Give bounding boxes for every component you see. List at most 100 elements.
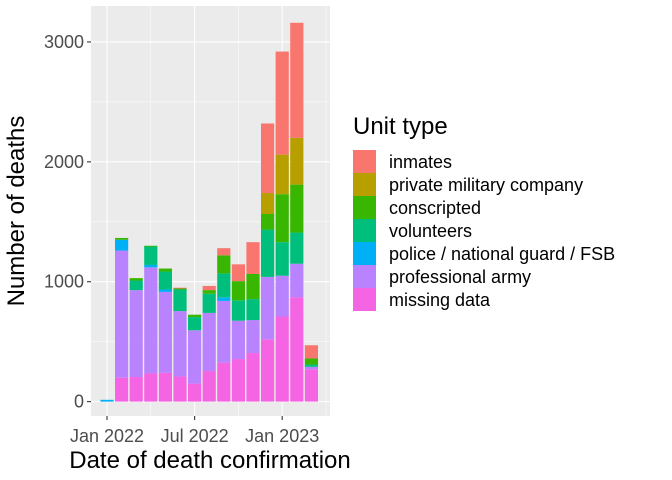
bar-segment bbox=[246, 353, 260, 402]
bar-segment bbox=[275, 194, 289, 243]
y-axis: 0 1000 2000 3000 bbox=[44, 32, 91, 412]
bar-segment bbox=[188, 317, 202, 331]
bar-segment bbox=[231, 281, 245, 301]
bar-segment bbox=[231, 264, 245, 282]
legend-label: inmates bbox=[389, 152, 452, 172]
bar-segment bbox=[261, 276, 275, 340]
bar-segment bbox=[188, 383, 202, 402]
bar-segment bbox=[261, 339, 275, 402]
bar-segment bbox=[217, 300, 231, 363]
bar-segment bbox=[231, 320, 245, 360]
bar-segment bbox=[129, 290, 143, 378]
bar-segment bbox=[217, 297, 231, 301]
legend-swatch bbox=[353, 150, 376, 173]
legend-swatch bbox=[353, 173, 376, 196]
legend-swatch bbox=[353, 265, 376, 288]
legend-label: police / national guard / FSB bbox=[389, 244, 615, 264]
bars bbox=[100, 22, 318, 402]
bar-segment bbox=[304, 366, 318, 370]
bar-segment bbox=[144, 373, 158, 402]
y-axis-title: Number of deaths bbox=[3, 116, 30, 307]
bar-segment bbox=[202, 290, 216, 294]
legend-label: volunteers bbox=[389, 221, 472, 241]
bar-segment bbox=[158, 291, 172, 373]
bar-segment bbox=[173, 288, 187, 290]
bar-segment bbox=[202, 371, 216, 402]
bar-segment bbox=[115, 377, 129, 402]
bar-segment bbox=[202, 293, 216, 313]
legend: inmates private military company conscript… bbox=[353, 150, 615, 311]
legend-title: Unit type bbox=[353, 113, 448, 140]
bar-segment bbox=[158, 372, 172, 402]
bar-segment bbox=[304, 369, 318, 402]
bar-segment bbox=[304, 345, 318, 359]
x-tick-label: Jul 2022 bbox=[161, 426, 229, 446]
bar-segment bbox=[261, 213, 275, 230]
bar-segment bbox=[173, 289, 187, 312]
bar-segment bbox=[129, 278, 143, 281]
bar-segment bbox=[290, 184, 304, 233]
bar-segment bbox=[188, 314, 202, 318]
bar-segment bbox=[290, 232, 304, 264]
legend-label: private military company bbox=[389, 175, 583, 195]
bar-segment bbox=[202, 285, 216, 291]
bar-segment bbox=[217, 255, 231, 274]
bar-segment bbox=[275, 242, 289, 276]
bar-segment bbox=[275, 51, 289, 155]
bar-segment bbox=[246, 242, 260, 274]
bar-segment bbox=[115, 239, 129, 251]
bar-segment bbox=[217, 248, 231, 256]
bar-segment bbox=[304, 364, 318, 367]
bar-segment bbox=[202, 312, 216, 372]
bar-segment bbox=[173, 287, 187, 289]
bar-segment bbox=[246, 320, 260, 354]
legend-label: conscripted bbox=[389, 198, 481, 218]
bar-segment bbox=[129, 377, 143, 402]
legend-swatch bbox=[353, 219, 376, 242]
bar-segment bbox=[246, 273, 260, 300]
bar-segment bbox=[217, 273, 231, 298]
bar-segment bbox=[275, 275, 289, 317]
y-tick-label: 1000 bbox=[44, 272, 84, 292]
bar-segment bbox=[115, 237, 129, 240]
bar-segment bbox=[261, 123, 275, 194]
y-tick-label: 0 bbox=[74, 392, 84, 412]
bar-segment bbox=[173, 376, 187, 402]
bar-segment bbox=[231, 300, 245, 321]
bar-segment bbox=[261, 193, 275, 214]
legend-swatch bbox=[353, 196, 376, 219]
bar-segment bbox=[290, 263, 304, 298]
bar-segment bbox=[246, 299, 260, 321]
y-tick-label: 3000 bbox=[44, 32, 84, 52]
x-axis-title: Date of death confirmation bbox=[69, 447, 351, 474]
bar-segment bbox=[158, 268, 172, 272]
bar-segment bbox=[231, 359, 245, 402]
bar-segment bbox=[261, 229, 275, 277]
bar-segment bbox=[129, 280, 143, 291]
bar-segment bbox=[217, 362, 231, 402]
y-tick-label: 2000 bbox=[44, 152, 84, 172]
bar-segment bbox=[188, 330, 202, 384]
bar-segment bbox=[275, 154, 289, 195]
bar-segment bbox=[115, 250, 129, 378]
legend-label: missing data bbox=[389, 290, 491, 310]
bar-segment bbox=[290, 137, 304, 185]
bar-segment bbox=[304, 358, 318, 365]
bar-segment bbox=[290, 22, 304, 138]
bar-segment bbox=[275, 316, 289, 402]
bar-segment bbox=[144, 264, 158, 268]
x-tick-label: Jan 2022 bbox=[70, 426, 144, 446]
bar-segment bbox=[290, 297, 304, 402]
x-axis: Jan 2022 Jul 2022 Jan 2023 bbox=[70, 416, 319, 446]
bar-segment bbox=[100, 399, 114, 402]
legend-label: professional army bbox=[389, 267, 531, 287]
x-tick-label: Jan 2023 bbox=[245, 426, 319, 446]
bar-segment bbox=[158, 271, 172, 290]
legend-swatch bbox=[353, 242, 376, 265]
bar-segment bbox=[144, 246, 158, 265]
bar-segment bbox=[158, 289, 172, 292]
bar-segment bbox=[144, 245, 158, 247]
bar-segment bbox=[144, 267, 158, 374]
legend-swatch bbox=[353, 288, 376, 311]
